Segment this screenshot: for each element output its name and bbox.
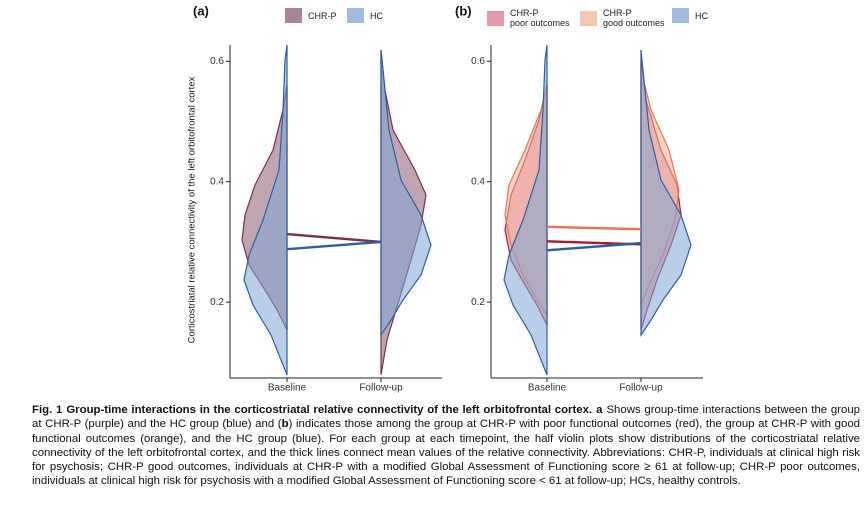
y-axis-label: Corticostriatal relative connectivity of… <box>187 76 198 343</box>
y-tick-label: 0.6 <box>471 56 485 67</box>
x-tick-label: Follow-up <box>619 383 663 394</box>
legend-item: CHR-P <box>285 8 337 23</box>
panel-label: (b) <box>455 3 472 18</box>
legend-swatch <box>285 8 302 23</box>
mean-line <box>546 225 642 231</box>
half-violin <box>243 44 288 376</box>
half-violin <box>640 49 692 337</box>
caption-text: b <box>281 418 289 431</box>
mean-line <box>286 240 382 251</box>
legend-label: HC <box>695 10 708 21</box>
legend-swatch <box>580 10 597 26</box>
panel-label: (a) <box>193 3 209 18</box>
caption-text: Shows group-time interactions between th… <box>32 404 860 431</box>
mean-line <box>286 232 382 244</box>
caption: Fig. 1 Group-time interactions in the cor… <box>32 403 860 489</box>
y-tick-label: 0.6 <box>210 56 224 67</box>
x-tick-label: Baseline <box>528 383 567 394</box>
x-tick-label: Baseline <box>268 383 307 394</box>
y-tick-label: 0.2 <box>471 297 485 308</box>
figure: (a) Corticostriatal relative connectivity… <box>187 3 703 394</box>
caption-text: a <box>596 404 603 416</box>
legend-label: CHR-P poor outcomes <box>510 8 570 28</box>
caption-text: ) indicates those among the group at CHR… <box>32 418 860 488</box>
y-tick-label: 0.4 <box>210 176 224 187</box>
legend-swatch <box>347 8 364 23</box>
legend-swatch <box>672 8 689 23</box>
caption-text: Fig. 1 <box>32 404 63 416</box>
legend-label: CHR-P good outcomes <box>603 8 665 28</box>
y-tick-label: 0.4 <box>471 176 485 187</box>
x-tick-label: Follow-up <box>359 383 403 394</box>
caption-text: Group-time interactions in the corticost… <box>66 404 593 416</box>
mean-line <box>546 241 642 252</box>
half-violin <box>503 44 548 376</box>
y-tick-label: 0.2 <box>210 297 224 308</box>
legend-label: HC <box>370 10 383 21</box>
legend-item: CHR-P good outcomes <box>580 8 665 28</box>
legend-label: CHR-P <box>308 10 337 21</box>
legend-swatch <box>487 10 504 26</box>
legend-item: HC <box>347 8 383 23</box>
legend-item: CHR-P poor outcomes <box>487 8 570 28</box>
half-violin <box>380 49 432 337</box>
legend-item: HC <box>672 8 708 23</box>
